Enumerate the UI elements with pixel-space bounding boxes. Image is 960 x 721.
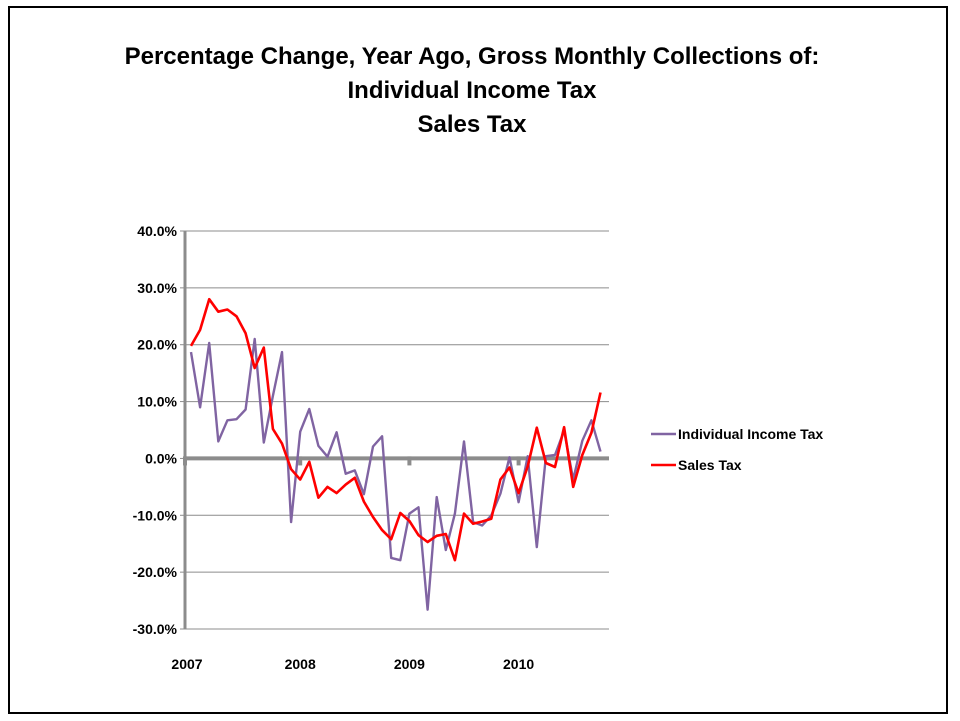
series-line-individual-income-tax xyxy=(189,337,602,611)
legend: Individual Income Tax Sales Tax xyxy=(651,426,823,473)
x-tick-mark xyxy=(298,456,303,466)
y-tick-label: -20.0% xyxy=(133,564,178,580)
tick-labels: -30.0% -20.0% -10.0% 0.0% 10.0% 20.0% 30.0% 40.… xyxy=(133,223,535,672)
x-tick-label: 2009 xyxy=(394,656,425,672)
chart-title-line-2: Individual Income Tax xyxy=(347,77,597,104)
chart-title-line-1: Percentage Change, Year Ago, Gross Month… xyxy=(124,43,820,70)
axes xyxy=(180,230,609,630)
x-tick-label: 2010 xyxy=(503,656,534,672)
x-tick-mark xyxy=(407,456,412,466)
legend-label: Individual Income Tax xyxy=(678,426,823,442)
x-tick-mark xyxy=(183,456,187,466)
y-tick-label: 0.0% xyxy=(145,450,177,466)
x-tick-label: 2008 xyxy=(285,656,316,672)
y-tick-label: -10.0% xyxy=(133,507,178,523)
slide-frame xyxy=(8,6,948,714)
series-line-sales-tax xyxy=(189,297,602,562)
y-tick-label: 20.0% xyxy=(137,337,177,353)
series-lines xyxy=(189,297,602,611)
chart-title: Percentage Change, Year Ago, Gross Month… xyxy=(0,40,944,142)
y-tick-label: 30.0% xyxy=(137,280,177,296)
y-tick-label: 40.0% xyxy=(137,223,177,239)
gridlines xyxy=(185,230,609,630)
legend-label: Sales Tax xyxy=(678,457,742,473)
x-tick-mark xyxy=(516,456,521,466)
chart-title-line-3: Sales Tax xyxy=(417,111,527,138)
x-tick-label: 2007 xyxy=(171,656,202,672)
y-tick-label: -30.0% xyxy=(133,621,178,637)
y-tick-label: 10.0% xyxy=(137,394,177,410)
